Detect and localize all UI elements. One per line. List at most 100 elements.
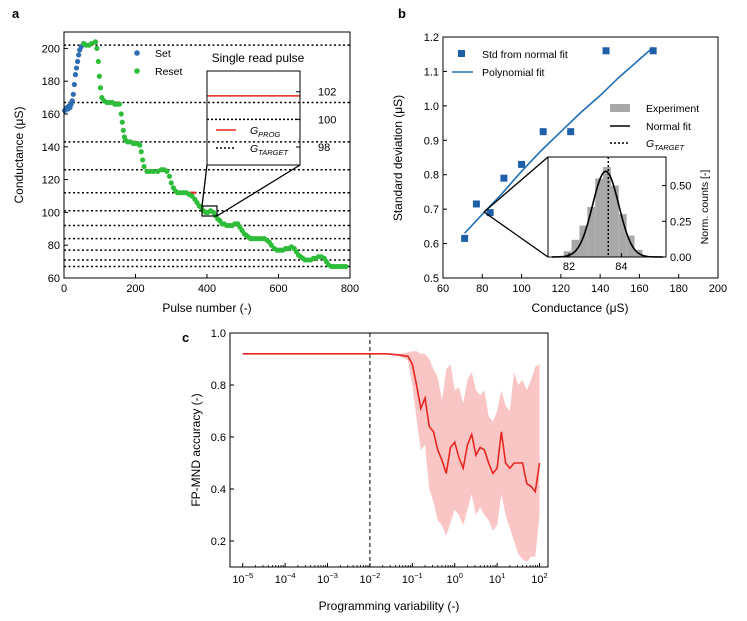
- set-point: [76, 52, 82, 58]
- inset-b-legend-target: GTARGET: [646, 138, 685, 152]
- reset-point: [150, 168, 156, 174]
- reset-point: [119, 119, 125, 125]
- reset-point: [96, 73, 102, 79]
- reset-point: [97, 85, 104, 91]
- panel-a-xlabel: Pulse number (-): [162, 301, 251, 315]
- y-tick-label: 0.6: [424, 239, 439, 251]
- std-point: [649, 47, 657, 55]
- std-point: [518, 160, 526, 168]
- y-tick-label: 60: [48, 273, 60, 285]
- x-tick-label: 102: [531, 571, 547, 586]
- inset-y-tick-label: 0.50: [670, 181, 691, 193]
- x-tick-label: 100: [447, 571, 463, 586]
- x-tick-base: 10: [447, 574, 459, 586]
- panel-b-xlabel: Conductance (μS): [532, 301, 629, 315]
- panel-c-xlabel: Programming variability (-): [319, 599, 460, 613]
- x-tick-label: 800: [341, 283, 359, 295]
- inset-legend-target-g: G: [250, 143, 258, 155]
- x-tick-base: 10: [317, 574, 329, 586]
- y-tick-label: 140: [42, 142, 60, 154]
- y-tick-label: 100: [42, 207, 60, 219]
- x-tick-base: 10: [360, 574, 372, 586]
- inset-legend-prog: GPROG: [250, 125, 280, 139]
- x-tick-base: 10: [489, 574, 501, 586]
- inset-y-tick-label: 0.00: [670, 252, 691, 264]
- panel-a-chart: 0 200 400 600 800 60 80 100 120 140 160 180 200 Puls…: [12, 31, 359, 315]
- normal-fit-curve: [551, 170, 664, 258]
- panel-label-c: c: [182, 330, 189, 345]
- reset-point: [168, 180, 174, 186]
- reset-point: [116, 101, 123, 107]
- y-tick-label: 120: [42, 175, 60, 187]
- x-tick-label: 200: [126, 283, 144, 295]
- y-tick-label: 200: [42, 43, 60, 55]
- accuracy-mean-line: [242, 352, 541, 494]
- reset-point: [137, 142, 143, 148]
- x-tick-label: 101: [489, 571, 505, 586]
- x-tick-label: 160: [630, 283, 648, 295]
- x-tick-base: 10: [531, 574, 543, 586]
- inset-a-title: Single read pulse: [212, 51, 305, 65]
- x-tick-base: 10: [402, 574, 414, 586]
- reset-point: [166, 173, 173, 179]
- reset-point: [140, 157, 146, 163]
- x-tick-label: 10−4: [275, 571, 296, 586]
- reset-point: [95, 58, 101, 65]
- x-tick-exponent: 2: [544, 571, 548, 580]
- legend-set-label: Set: [155, 48, 171, 60]
- panel-c-chart: 10−5 10−4 10−3 10−2 10−1 100 101 1020.20.40.60.…: [189, 328, 549, 613]
- y-tick-label: 80: [48, 240, 60, 252]
- x-tick-exponent: −2: [372, 571, 381, 580]
- reset-point: [118, 111, 124, 117]
- x-tick-label: 200: [709, 283, 727, 295]
- histogram-bar: [618, 214, 627, 257]
- reset-point: [94, 45, 100, 52]
- std-point: [567, 128, 575, 136]
- x-tick-label: 100: [512, 283, 530, 295]
- inset-legend-prog-sub: PROG: [258, 130, 280, 139]
- set-point: [74, 58, 81, 65]
- inset-b-legend-target-g: G: [646, 138, 654, 150]
- x-tick-label: 400: [198, 283, 216, 295]
- histogram-bar: [603, 167, 611, 257]
- accuracy-variability-band: [242, 351, 540, 562]
- x-tick-label: 10−2: [360, 571, 381, 586]
- x-tick-exponent: −3: [329, 571, 338, 580]
- y-tick-label: 1.0: [211, 328, 226, 340]
- x-tick-label: 180: [670, 283, 688, 295]
- histogram-bar: [595, 178, 604, 257]
- inset-b-ylabel: Norm. counts [-]: [699, 170, 711, 245]
- panel-a-zoom-box: [201, 205, 218, 217]
- panel-b-frame: [442, 36, 719, 279]
- polynomial-fit-line: [464, 46, 654, 234]
- x-tick-label: 10−1: [402, 571, 423, 586]
- x-tick-label: 140: [591, 283, 609, 295]
- inset-legend-target-sub: TARGET: [258, 148, 289, 157]
- zoom-connector-left: [201, 164, 208, 207]
- inset-y-tick-label: 100: [318, 114, 336, 126]
- panel-b-chart: 60 80 100 120 140 160 180 200 0.5 0.6 0.7 0.8 0.9 1.0…: [391, 32, 727, 315]
- x-tick-base: 10: [232, 574, 244, 586]
- std-point: [602, 47, 610, 55]
- histogram-bar: [587, 207, 596, 257]
- x-tick-label: 120: [552, 283, 570, 295]
- y-tick-label: 0.5: [424, 273, 439, 285]
- inset-b-connector-bottom: [483, 211, 549, 258]
- reset-point: [343, 263, 349, 270]
- legend-poly-label: Polynomial fit: [482, 67, 545, 79]
- x-tick-exponent: 0: [459, 571, 463, 580]
- y-tick-label: 180: [42, 76, 60, 88]
- inset-y-tick-label: 98: [318, 142, 330, 154]
- legend-reset-marker: [134, 68, 140, 74]
- reset-point: [164, 168, 170, 174]
- panel-c-frame: [229, 332, 549, 568]
- y-tick-label: 0.9: [424, 135, 439, 147]
- std-point: [539, 128, 547, 136]
- x-tick-label: 0: [61, 283, 67, 295]
- y-tick-label: 1.0: [424, 101, 439, 113]
- x-tick-exponent: −1: [414, 571, 423, 580]
- x-tick-label: 80: [476, 283, 488, 295]
- set-point: [69, 98, 75, 104]
- x-tick-exponent: −4: [287, 571, 296, 580]
- x-tick-exponent: 1: [501, 571, 505, 580]
